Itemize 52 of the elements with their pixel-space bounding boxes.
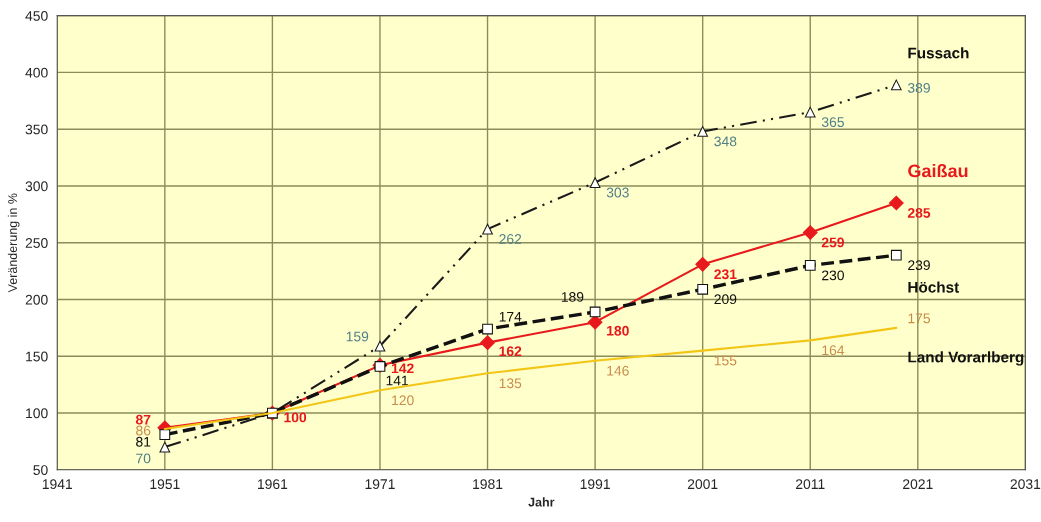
- data-label: 141: [386, 375, 409, 386]
- data-label: 189: [561, 291, 584, 302]
- data-label: 86: [136, 425, 151, 436]
- y-axis-title: Veränderung in %: [7, 193, 20, 293]
- y-tick-label: 300: [25, 181, 48, 192]
- data-label: 231: [714, 269, 737, 280]
- x-tick-label: 2021: [903, 479, 933, 490]
- data-label: 70: [136, 453, 151, 464]
- data-label: 120: [392, 395, 414, 406]
- y-tick-label: 150: [26, 351, 48, 362]
- data-label: 142: [391, 363, 414, 374]
- data-label: 174: [499, 311, 522, 322]
- x-axis-title: Jahr: [528, 497, 555, 507]
- y-tick-label: 200: [25, 294, 48, 305]
- x-tick-label: 1981: [473, 479, 503, 490]
- x-tick-label: 1941: [42, 479, 73, 490]
- data-label: 230: [822, 270, 844, 281]
- data-label: 180: [607, 325, 629, 336]
- data-label: 100: [284, 412, 307, 423]
- y-tick-label: 100: [26, 408, 48, 419]
- series-label: Höchst: [908, 281, 959, 293]
- y-tick-label: 450: [25, 10, 48, 21]
- data-label: 365: [821, 117, 844, 127]
- data-label: 155: [714, 355, 737, 366]
- data-label: 239: [908, 260, 930, 271]
- data-label: 164: [822, 345, 845, 356]
- data-label: 285: [907, 208, 931, 218]
- y-tick-label: 50: [33, 465, 48, 475]
- data-label: 348: [714, 136, 737, 147]
- data-label: 262: [499, 234, 522, 244]
- x-tick-label: 2011: [796, 479, 825, 490]
- data-label: 209: [714, 294, 737, 305]
- data-label: 162: [499, 346, 522, 357]
- data-label: 259: [821, 237, 845, 248]
- y-tick-label: 350: [25, 124, 48, 135]
- data-label: 303: [606, 187, 629, 198]
- data-label: 81: [136, 436, 151, 447]
- x-tick-label: 2001: [687, 479, 718, 490]
- data-label: 159: [346, 331, 369, 342]
- x-tick-label: 1961: [258, 479, 288, 490]
- series-label: Land Vorarlberg: [908, 351, 1024, 366]
- data-label: 146: [607, 365, 629, 376]
- y-tick-label: 250: [25, 238, 48, 248]
- x-tick-label: 2031: [1010, 479, 1041, 490]
- x-tick-label: 1951: [150, 479, 180, 490]
- x-tick-label: 1991: [580, 479, 610, 490]
- series-label: Gaißau: [908, 164, 968, 178]
- series-label: Fussach: [908, 47, 969, 59]
- data-label: 87: [135, 414, 151, 425]
- x-tick-label: 1971: [365, 479, 395, 490]
- data-label: 135: [499, 378, 522, 389]
- y-tick-label: 400: [25, 67, 48, 78]
